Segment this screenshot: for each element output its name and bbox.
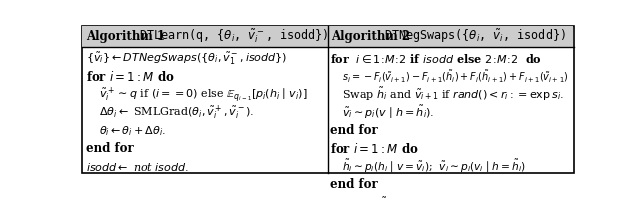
Text: $\theta_i \leftarrow \theta_i + \Delta\theta_i.$: $\theta_i \leftarrow \theta_i + \Delta\t… [99,124,166,138]
Text: $\{\tilde{v}_i\} \leftarrow DTNegSwaps(\{\theta_i, \tilde{v}_1^-, isodd\})$: $\{\tilde{v}_i\} \leftarrow DTNegSwaps(\… [86,51,288,67]
Text: end for: end for [330,124,378,137]
Text: $isodd \leftarrow$ not $isodd.$: $isodd \leftarrow$ not $isodd.$ [86,161,189,173]
Text: for $i = 1 : M$ do: for $i = 1 : M$ do [330,142,419,156]
Text: end for: end for [330,178,378,191]
Text: end for: end for [86,142,134,155]
Text: Algorithm 1: Algorithm 1 [86,30,166,43]
Text: $\tilde{h}_i \sim p_i(h_i \mid v = \tilde{v}_i)$;  $\tilde{v}_i \sim p_i(v_i \mi: $\tilde{h}_i \sim p_i(h_i \mid v = \tild… [342,158,526,175]
Bar [83,26,328,47]
Bar [328,26,573,47]
Text: $s_i = -F_i(\tilde{v}_{i+1}) - F_{i+1}(\tilde{h}_i) + F_i(\tilde{h}_{i+1}) + F_{: $s_i = -F_i(\tilde{v}_{i+1}) - F_{i+1}(\… [342,69,568,85]
Text: for $i = 1 : M$ do: for $i = 1 : M$ do [86,70,175,84]
Text: $\Delta\theta_i \leftarrow$ SMLGrad$(\theta_i, \tilde{v}_i^+, \tilde{v}_i^-).$: $\Delta\theta_i \leftarrow$ SMLGrad$(\th… [99,104,254,122]
Text: Algorithm 2: Algorithm 2 [332,30,411,43]
Text: $\tilde{v}_i \sim p_i(v \mid h = \tilde{h}_i).$: $\tilde{v}_i \sim p_i(v \mid h = \tilde{… [342,104,434,121]
Text: $\tilde{v}_i^+ \sim q$ if $(i == 0)$ else $\mathbb{E}_{q_{i-1}}\left[p_i(h_i \mi: $\tilde{v}_i^+ \sim q$ if $(i == 0)$ els… [99,85,307,105]
Text: Return $\{\tilde{v}_i\}.$: Return $\{\tilde{v}_i\}.$ [330,195,401,198]
Text: Swap $\tilde{h}_i$ and $\tilde{v}_{i+1}$ if $rand() < r_i := \exp s_i.$: Swap $\tilde{h}_i$ and $\tilde{v}_{i+1}$… [342,86,564,103]
Text: for  $i \in 1\!:\!M\!:\!2$ if $isodd$ else $2\!:\!M\!:\!2$  do: for $i \in 1\!:\!M\!:\!2$ if $isodd$ els… [330,52,542,65]
Text: DTLearn(q, {$\theta_i$, $\tilde{v}_i^-$, isodd}): DTLearn(q, {$\theta_i$, $\tilde{v}_i^-$,… [138,28,328,46]
Text: DTNegSwaps({$\theta_i$, $\tilde{v}_i$, isodd}): DTNegSwaps({$\theta_i$, $\tilde{v}_i$, i… [384,28,566,45]
